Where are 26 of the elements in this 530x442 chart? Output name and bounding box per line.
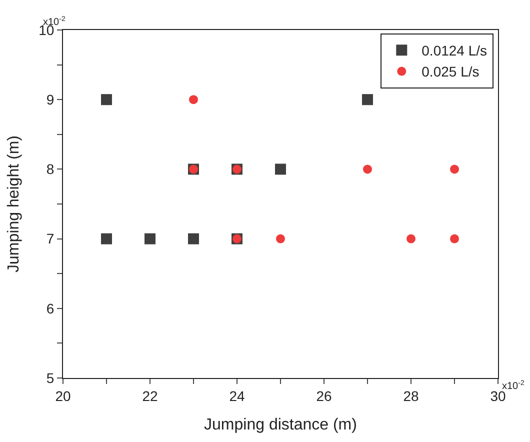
y-tick-label: 7 — [46, 230, 54, 247]
point — [406, 234, 416, 244]
y-tick-label: 9 — [46, 92, 54, 108]
point — [450, 164, 459, 174]
point — [362, 94, 373, 106]
point — [275, 164, 286, 175]
y-tick-label: 5 — [46, 370, 54, 386]
y-tick-label: 6 — [46, 300, 54, 316]
y-axis-title: Jumping height (m) — [6, 136, 23, 272]
x-axis-title: Jumping distance (m) — [204, 416, 357, 434]
x-tick-label: 20 — [55, 388, 71, 404]
x-tick-label: 22 — [142, 388, 158, 404]
point — [450, 234, 459, 244]
x-tick-label: 24 — [229, 388, 245, 404]
x-tick-label: 28 — [403, 388, 419, 404]
point — [144, 233, 156, 244]
point — [276, 234, 285, 244]
legend-label: 0.0124 L/s — [422, 42, 488, 59]
point — [101, 233, 112, 244]
legend-label: 0.025 L/s — [422, 64, 480, 80]
point — [189, 95, 198, 104]
point — [363, 164, 372, 174]
point — [101, 94, 112, 106]
point — [188, 233, 199, 244]
x-tick-label: 26 — [316, 388, 332, 404]
y-tick-label: 8 — [46, 161, 54, 178]
